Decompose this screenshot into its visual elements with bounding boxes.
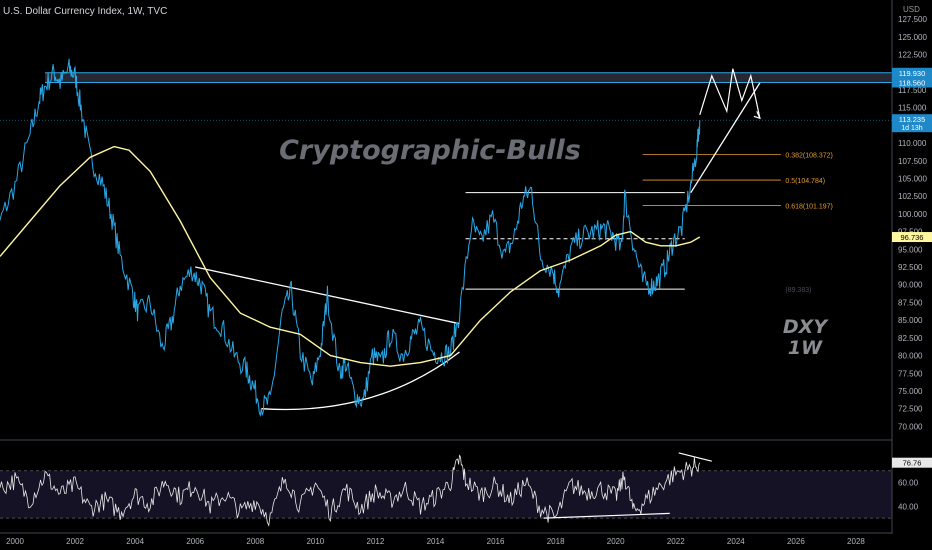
price-tick-label: 115.000 — [898, 104, 927, 113]
moving-average-line — [0, 145, 701, 367]
trendline — [690, 82, 761, 194]
price-tick-label: 110.000 — [898, 139, 927, 148]
fib-level-label: 0.618(101.197) — [785, 203, 832, 210]
time-tick-label: 2016 — [487, 537, 505, 546]
price-tick-label: 107.500 — [898, 157, 927, 166]
zones-layer — [45, 72, 892, 83]
time-tick-label: 2006 — [186, 537, 204, 546]
chart-title: U.S. Dollar Currency Index, 1W, TVC — [3, 6, 167, 17]
time-tick-label: 2000 — [6, 537, 24, 546]
price-badge — [892, 114, 932, 133]
price-tick-label: 87.500 — [898, 298, 923, 307]
price-tick-label: 80.000 — [898, 352, 923, 361]
price-badge-countdown: 1d 13h — [901, 125, 923, 132]
price-badge-label: 96.736 — [901, 233, 924, 242]
time-tick-label: 2028 — [847, 537, 865, 546]
price-badge-label: 119.930 — [899, 69, 926, 78]
price-tick-label: 72.500 — [898, 405, 923, 414]
price-axis[interactable]: 70.000 72.500 75.000 77.500 80.000 82.500 85.0… — [891, 0, 927, 534]
price-tick-label: 127.500 — [898, 15, 927, 24]
rsi-line — [0, 454, 701, 527]
resistance-zone — [45, 72, 892, 83]
time-axis[interactable]: 2000 2002 2004 2006 2008 2010 2012 2014 2016 2018… — [0, 532, 892, 546]
time-tick-label: 2008 — [246, 537, 264, 546]
price-tick-label: 70.000 — [898, 422, 923, 431]
price-tick-label: 82.500 — [898, 334, 923, 343]
fib-level-label: 0.382(108.372) — [785, 153, 832, 160]
currency-label: USD — [903, 5, 920, 14]
projection-path — [699, 68, 761, 119]
price-badge-label: 113.235 — [899, 115, 926, 124]
rsi-tick-label: 40.00 — [898, 502, 919, 511]
time-tick-label: 2010 — [306, 537, 324, 546]
price-tick-label: 100.000 — [898, 210, 927, 219]
rsi-value-badge — [892, 457, 932, 468]
series-layer — [0, 58, 701, 527]
price-tick-label: 105.000 — [898, 175, 927, 184]
time-tick-label: 2014 — [427, 537, 445, 546]
time-tick-label: 2012 — [367, 537, 385, 546]
support-level-label: (89.383) — [785, 287, 811, 294]
watermark-text: Cryptographic-Bulls — [279, 135, 581, 166]
price-tick-label: 77.500 — [898, 369, 923, 378]
time-tick-label: 2024 — [727, 537, 745, 546]
price-tick-label: 90.000 — [898, 281, 923, 290]
price-tick-label: 125.000 — [898, 33, 927, 42]
ma-price-badge — [892, 232, 932, 243]
price-tick-label: 122.500 — [898, 51, 927, 60]
price-series-line — [0, 58, 701, 418]
rsi-trendline — [543, 512, 670, 519]
rsi-trendline — [678, 452, 712, 462]
price-tick-label: 85.000 — [898, 316, 923, 325]
time-tick-label: 2026 — [787, 537, 805, 546]
ticker-overlay-line1: DXY — [783, 316, 829, 338]
rounding-bottom-curve — [261, 351, 460, 411]
rsi-tick-label: 60.00 — [898, 479, 919, 488]
price-tick-label: 117.500 — [898, 86, 927, 95]
price-badge — [892, 77, 932, 88]
ticker-overlay-line2: 1W — [788, 337, 823, 359]
price-tick-label: 75.000 — [898, 387, 923, 396]
price-tick-label: 102.500 — [898, 192, 927, 201]
time-tick-label: 2004 — [126, 537, 144, 546]
projection-arrowhead — [753, 111, 761, 120]
watermark-layer: Cryptographic-Bulls DXY 1W — [279, 135, 829, 359]
price-badge — [892, 67, 932, 78]
price-badge-label: 118.560 — [899, 78, 926, 87]
price-tick-label: 95.000 — [898, 245, 923, 254]
rsi-value-badge-label: 76.76 — [903, 459, 922, 468]
fib-level-label: 0.5(104.784) — [785, 178, 825, 185]
time-tick-label: 2020 — [607, 537, 625, 546]
price-tick-label: 92.500 — [898, 263, 923, 272]
time-tick-label: 2022 — [667, 537, 685, 546]
time-tick-label: 2018 — [547, 537, 565, 546]
time-tick-label: 2002 — [66, 537, 84, 546]
